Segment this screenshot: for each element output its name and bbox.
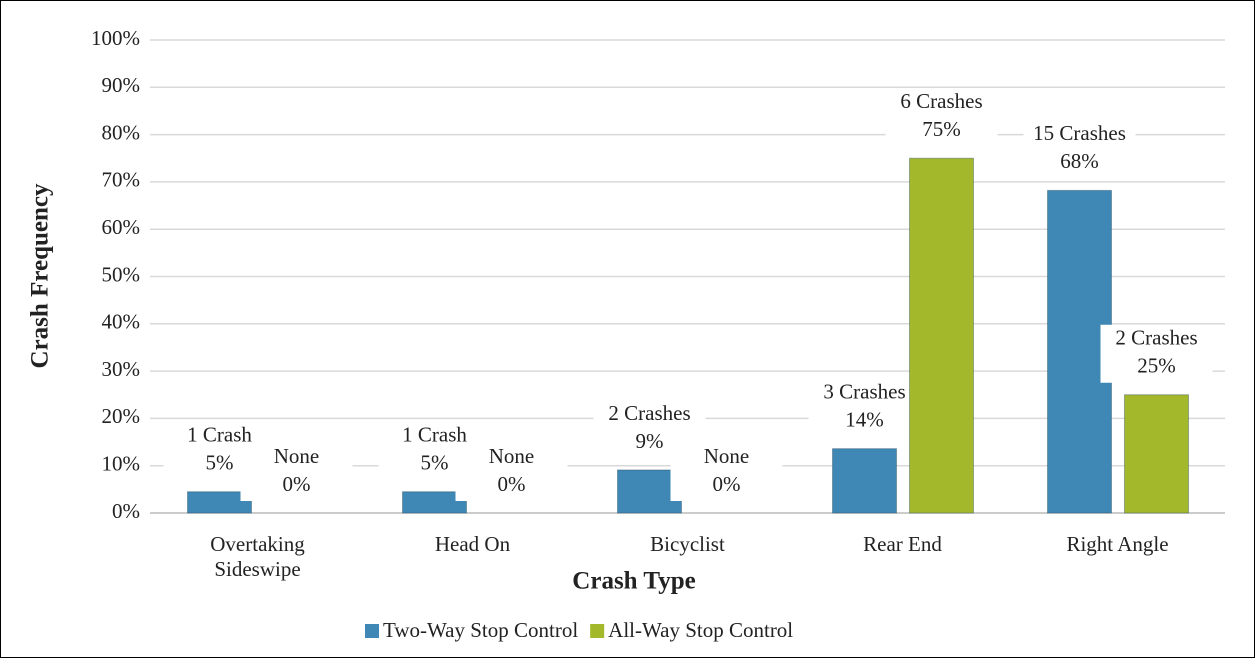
label-bg <box>808 378 921 437</box>
crash-label: 1 Crash <box>402 423 467 447</box>
bar <box>832 448 897 514</box>
legend-swatch <box>365 624 379 638</box>
y-tick-label: 100% <box>91 26 140 50</box>
legend-swatch <box>590 624 605 638</box>
x-tick-label: Head On <box>434 532 511 556</box>
data-label: 68% <box>1060 149 1099 173</box>
data-label: 75% <box>922 117 961 141</box>
label-bg <box>1100 324 1213 383</box>
bar <box>909 157 974 514</box>
crash-label: 6 Crashes <box>900 89 982 113</box>
x-tick-label: Overtaking Sideswipe <box>210 532 305 581</box>
y-axis-title: Crash Frequency <box>27 183 54 368</box>
crash-label: 2 Crashes <box>608 401 690 425</box>
data-label: 0% <box>283 472 311 496</box>
data-label: 5% <box>206 451 234 475</box>
crash-label: 2 Crashes <box>1115 326 1197 350</box>
x-axis-title: Crash Type <box>572 568 695 595</box>
y-tick-label: 60% <box>102 215 141 239</box>
y-tick-label: 40% <box>102 310 141 334</box>
bar <box>187 491 252 514</box>
y-tick-label: 90% <box>102 73 141 97</box>
label-bg <box>670 443 783 501</box>
y-tick-label: 80% <box>102 120 141 144</box>
legend-label: All-Way Stop Control <box>608 618 793 642</box>
label-bg <box>455 443 568 501</box>
crash-label: 1 Crash <box>187 423 252 447</box>
y-tick-label: 0% <box>112 499 140 523</box>
crash-label: None <box>274 444 320 468</box>
y-tick-label: 20% <box>102 404 141 428</box>
label-bg <box>885 88 998 147</box>
y-tick-label: 70% <box>102 168 141 192</box>
x-tick-label: Bicyclist <box>650 532 725 556</box>
data-label: 0% <box>498 472 526 496</box>
legend-label: Two-Way Stop Control <box>383 618 578 642</box>
label-bg <box>240 443 353 501</box>
bar <box>402 491 467 514</box>
data-label: 0% <box>713 472 741 496</box>
data-label: 25% <box>1137 354 1176 378</box>
x-tick-label: Right Angle <box>1066 532 1169 556</box>
crash-label: 15 Crashes <box>1033 121 1126 145</box>
y-tick-label: 30% <box>102 357 141 381</box>
bar <box>1124 394 1189 514</box>
data-label: 14% <box>845 407 884 431</box>
crash-label: 3 Crashes <box>823 379 905 403</box>
crash-label: None <box>704 444 750 468</box>
y-tick-label: 10% <box>102 452 141 476</box>
data-label: 9% <box>636 429 664 453</box>
x-tick-label: Rear End <box>863 532 942 556</box>
label-bg <box>1023 120 1136 179</box>
data-label: 5% <box>421 451 449 475</box>
y-tick-label: 50% <box>102 262 141 286</box>
crash-label: None <box>489 444 535 468</box>
